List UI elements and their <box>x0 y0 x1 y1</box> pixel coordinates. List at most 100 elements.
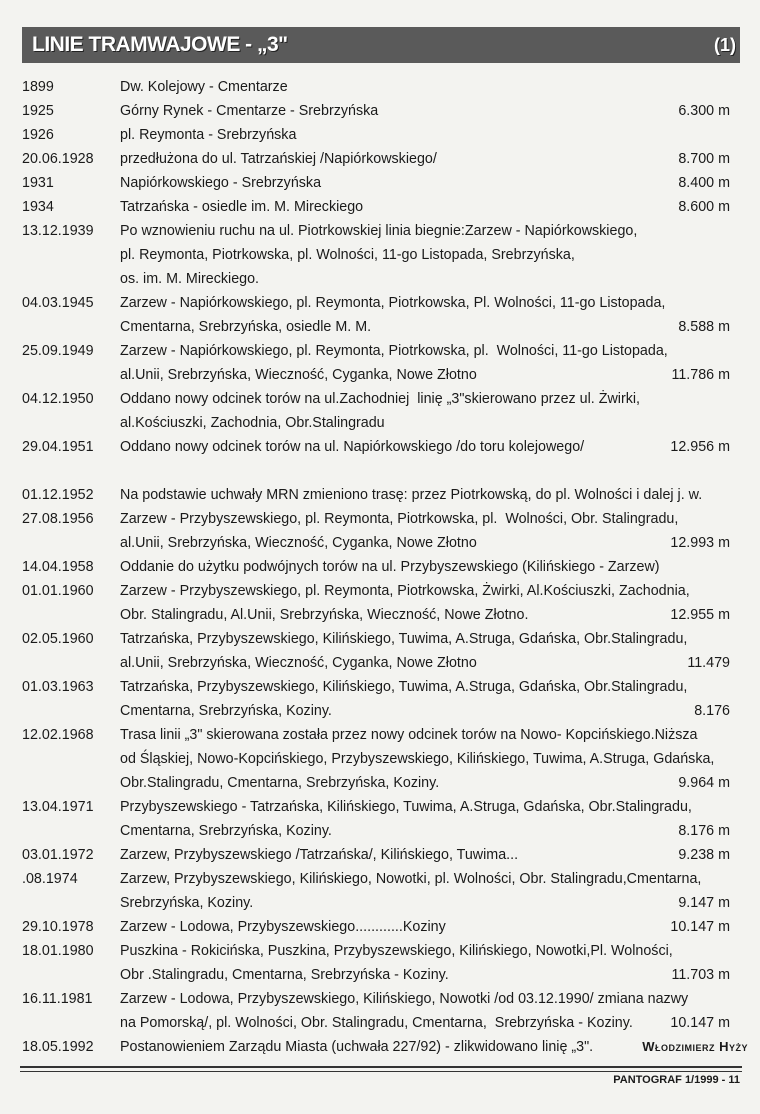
route-length: 11.703 m <box>671 967 730 983</box>
route-text: Obr .Stalingradu, Cmentarna, Srebrzyńska… <box>120 967 449 983</box>
route-text: Cmentarna, Srebrzyńska, osiedle M. M. <box>120 319 372 335</box>
route-text: przedłużona do ul. Tatrzańskiej /Napiórk… <box>120 151 437 167</box>
entry-line: 1925 Górny Rynek - Cmentarze - Srebrzyńsk… <box>0 99 760 123</box>
entry-line: al.Kościuszki, Zachodnia, Obr.Stalingrad… <box>0 411 760 435</box>
entry-line: Srebrzyńska, Koziny. 9.147 m <box>0 891 760 915</box>
route-text: Oddano nowy odcinek torów na ul. Napiórk… <box>120 439 585 455</box>
entry-line: al.Unii, Srebrzyńska, Wieczność, Cyganka… <box>0 531 760 555</box>
entry: 1934 Tatrzańska - osiedle im. M. Mireckie… <box>0 195 760 219</box>
route-text: Oddano nowy odcinek torów na ul.Zachodni… <box>120 391 641 407</box>
entry-date: 29.10.1978 <box>22 919 94 935</box>
title: LINIE TRAMWAJOWE - „3" <box>32 33 288 56</box>
entry-line: od Śląskiej, Nowo-Kopcińskiego, Przybysz… <box>0 747 760 771</box>
entry-date: 25.09.1949 <box>22 343 94 359</box>
entry: 16.11.1981 Zarzew - Lodowa, Przybyszewski… <box>0 987 760 1035</box>
route-text: Srebrzyńska, Koziny. <box>120 895 254 911</box>
route-text: Obr. Stalingradu, Al.Unii, Srebrzyńska, … <box>120 607 529 623</box>
route-text: Trasa linii „3" skierowana została przez… <box>120 727 698 743</box>
entry-date: 04.03.1945 <box>22 295 94 311</box>
entry-line: 13.12.1939 Po wznowieniu ruchu na ul. Pio… <box>0 219 760 243</box>
entry: 18.01.1980 Puszkina - Rokicińska, Puszkin… <box>0 939 760 987</box>
route-text: Górny Rynek - Cmentarze - Srebrzyńska <box>120 103 379 119</box>
route-text: pl. Reymonta - Srebrzyńska <box>120 127 297 143</box>
entry: 03.01.1972 Zarzew, Przybyszewskiego /Tatr… <box>0 843 760 867</box>
route-length: 10.147 m <box>670 919 730 935</box>
route-length: 12.993 m <box>670 535 730 551</box>
route-length: 6.300 m <box>678 103 730 119</box>
entry-line: 01.12.1952 Na podstawie uchwały MRN zmien… <box>0 483 760 507</box>
route-text: Zarzew - Lodowa, Przybyszewskiego, Kiliń… <box>120 991 689 1007</box>
route-length: 8.176 <box>694 703 730 719</box>
route-text: Zarzew - Lodowa, Przybyszewskiego.......… <box>120 919 446 935</box>
entry-line: 02.05.1960 Tatrzańska, Przybyszewskiego, … <box>0 627 760 651</box>
entry-line: 16.11.1981 Zarzew - Lodowa, Przybyszewski… <box>0 987 760 1011</box>
route-text: Cmentarna, Srebrzyńska, Koziny. <box>120 823 332 839</box>
entry-date: 16.11.1981 <box>22 991 93 1007</box>
entry-line: os. im. M. Mireckiego. <box>0 267 760 291</box>
entry: 01.01.1960 Zarzew - Przybyszewskiego, pl.… <box>0 579 760 627</box>
entry-line: pl. Reymonta, Piotrkowska, pl. Wolności,… <box>0 243 760 267</box>
route-text: na Pomorską/, pl. Wolności, Obr. Staling… <box>120 1015 633 1031</box>
route-text: Tatrzańska, Przybyszewskiego, Kilińskieg… <box>120 679 688 695</box>
route-length: 12.955 m <box>670 607 730 623</box>
route-text: Zarzew - Napiórkowskiego, pl. Reymonta, … <box>120 295 666 311</box>
page-footer: PANTOGRAF 1/1999 - 11 <box>613 1074 740 1086</box>
part-number: (1) <box>714 35 736 55</box>
entry-line: 18.01.1980 Puszkina - Rokicińska, Puszkin… <box>0 939 760 963</box>
entry-line: 04.03.1945 Zarzew - Napiórkowskiego, pl. … <box>0 291 760 315</box>
route-length: 11.479 <box>687 655 730 671</box>
route-text: Zarzew, Przybyszewskiego /Tatrzańska/, K… <box>120 847 519 863</box>
entry: .08.1974 Zarzew, Przybyszewskiego, Kilińs… <box>0 867 760 915</box>
entry-line: 13.04.1971 Przybyszewskiego - Tatrzańska,… <box>0 795 760 819</box>
entry: 04.03.1945 Zarzew - Napiórkowskiego, pl. … <box>0 291 760 339</box>
entry: 04.12.1950 Oddano nowy odcinek torów na u… <box>0 387 760 435</box>
entry: 27.08.1956 Zarzew - Przybyszewskiego, pl.… <box>0 507 760 555</box>
entry-date: 01.01.1960 <box>22 583 94 599</box>
entry: 13.04.1971 Przybyszewskiego - Tatrzańska,… <box>0 795 760 843</box>
entry-date: 12.02.1968 <box>22 727 94 743</box>
route-text: Tatrzańska, Przybyszewskiego, Kilińskieg… <box>120 631 688 647</box>
route-text: Przybyszewskiego - Tatrzańska, Kilińskie… <box>120 799 692 815</box>
entry-date: 27.08.1956 <box>22 511 94 527</box>
entry-line: Cmentarna, Srebrzyńska, osiedle M. M. 8.5… <box>0 315 760 339</box>
route-text: od Śląskiej, Nowo-Kopcińskiego, Przybysz… <box>120 751 715 767</box>
route-length: 10.147 m <box>670 1015 730 1031</box>
route-length: 8.176 m <box>678 823 730 839</box>
entry-date: 1925 <box>22 103 54 119</box>
entry-line: 1931 Napiórkowskiego - Srebrzyńska 8.400 m <box>0 171 760 195</box>
entry: 14.04.1958 Oddanie do użytku podwójnych t… <box>0 555 760 579</box>
route-text: al.Unii, Srebrzyńska, Wieczność, Cyganka… <box>120 655 477 671</box>
route-text: al.Kościuszki, Zachodnia, Obr.Stalingrad… <box>120 415 385 431</box>
entry-line: .08.1974 Zarzew, Przybyszewskiego, Kilińs… <box>0 867 760 891</box>
route-length: 8.400 m <box>678 175 730 191</box>
route-text: Oddanie do użytku podwójnych torów na ul… <box>120 559 660 575</box>
entry: 20.06.1928 przedłużona do ul. Tatrzańskie… <box>0 147 760 171</box>
route-text: Zarzew - Przybyszewskiego, pl. Reymonta,… <box>120 583 690 599</box>
entry-line: 12.02.1968 Trasa linii „3" skierowana zos… <box>0 723 760 747</box>
entry-line: al.Unii, Srebrzyńska, Wieczność, Cyganka… <box>0 651 760 675</box>
entry-date: 1934 <box>22 199 54 215</box>
route-text: Po wznowieniu ruchu na ul. Piotrkowskiej… <box>120 223 638 239</box>
route-length: 12.956 m <box>670 439 730 455</box>
route-text: Postanowieniem Zarządu Miasta (uchwała 2… <box>120 1039 594 1055</box>
entry-date: 13.12.1939 <box>22 223 94 239</box>
route-length: 9.147 m <box>678 895 730 911</box>
author: Włodzimierz Hyży <box>642 1039 748 1054</box>
entry-line: Obr .Stalingradu, Cmentarna, Srebrzyńska… <box>0 963 760 987</box>
route-text: Na podstawie uchwały MRN zmieniono trasę… <box>120 487 703 503</box>
route-length: 9.964 m <box>678 775 730 791</box>
entry-date: 29.04.1951 <box>22 439 94 455</box>
entry: 12.02.1968 Trasa linii „3" skierowana zos… <box>0 723 760 795</box>
route-text: os. im. M. Mireckiego. <box>120 271 260 287</box>
entry: 25.09.1949 Zarzew - Napiórkowskiego, pl. … <box>0 339 760 387</box>
route-length: 8.600 m <box>678 199 730 215</box>
entry-line: 1934 Tatrzańska - osiedle im. M. Mireckie… <box>0 195 760 219</box>
entry-line: 14.04.1958 Oddanie do użytku podwójnych t… <box>0 555 760 579</box>
chronology: 1899 Dw. Kolejowy - Cmentarze 1925 Górny Ry… <box>0 75 760 1059</box>
entry: 1899 Dw. Kolejowy - Cmentarze <box>0 75 760 99</box>
entry-date: 14.04.1958 <box>22 559 94 575</box>
entry-line: 01.01.1960 Zarzew - Przybyszewskiego, pl.… <box>0 579 760 603</box>
entry-date: 20.06.1928 <box>22 151 94 167</box>
entry-line: Cmentarna, Srebrzyńska, Koziny. 8.176 m <box>0 819 760 843</box>
